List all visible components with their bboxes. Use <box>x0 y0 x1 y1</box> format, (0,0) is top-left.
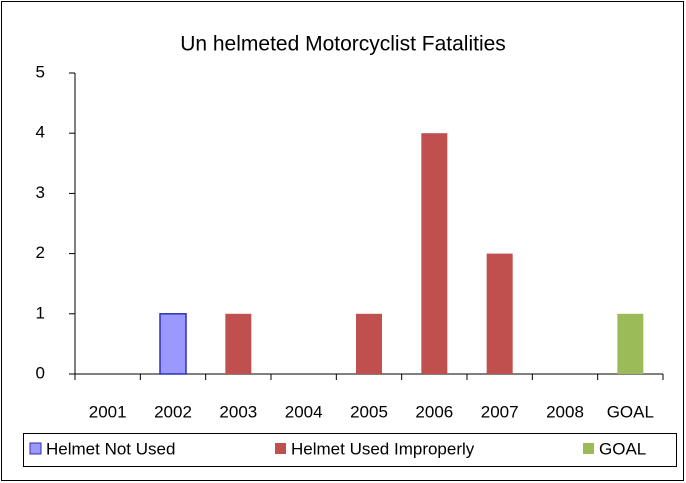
legend-swatch <box>29 442 42 455</box>
y-tick-label: 2 <box>36 243 45 262</box>
legend-label: Helmet Not Used <box>46 439 175 458</box>
y-tick-label: 0 <box>36 363 45 382</box>
y-tick-label: 5 <box>36 62 45 81</box>
y-tick-label: 4 <box>36 123 45 142</box>
x-tick-label: 2002 <box>154 402 192 421</box>
x-tick-label: 2006 <box>415 402 453 421</box>
x-tick-label: 2005 <box>350 402 388 421</box>
legend-box <box>23 433 677 467</box>
chart-title: Un helmeted Motorcyclist Fatalities <box>180 33 506 56</box>
x-tick-label: 2004 <box>285 402 323 421</box>
y-tick-label: 3 <box>36 183 45 202</box>
x-tick-label: 2007 <box>481 402 519 421</box>
bar <box>159 313 187 375</box>
y-tick-label: 1 <box>36 303 45 322</box>
bar <box>225 313 252 374</box>
x-tick-label: GOAL <box>607 402 654 421</box>
x-tick-label: 2008 <box>546 402 584 421</box>
bar <box>356 313 382 374</box>
x-tick-label: 2001 <box>89 402 127 421</box>
legend-label: GOAL <box>599 439 646 458</box>
legend-swatch <box>583 443 594 454</box>
x-tick-label: 2003 <box>219 402 257 421</box>
bar <box>421 133 448 374</box>
legend-label: Helmet Used Improperly <box>291 439 475 458</box>
bar <box>617 313 644 374</box>
bar <box>486 253 513 374</box>
legend-swatch <box>275 443 286 454</box>
